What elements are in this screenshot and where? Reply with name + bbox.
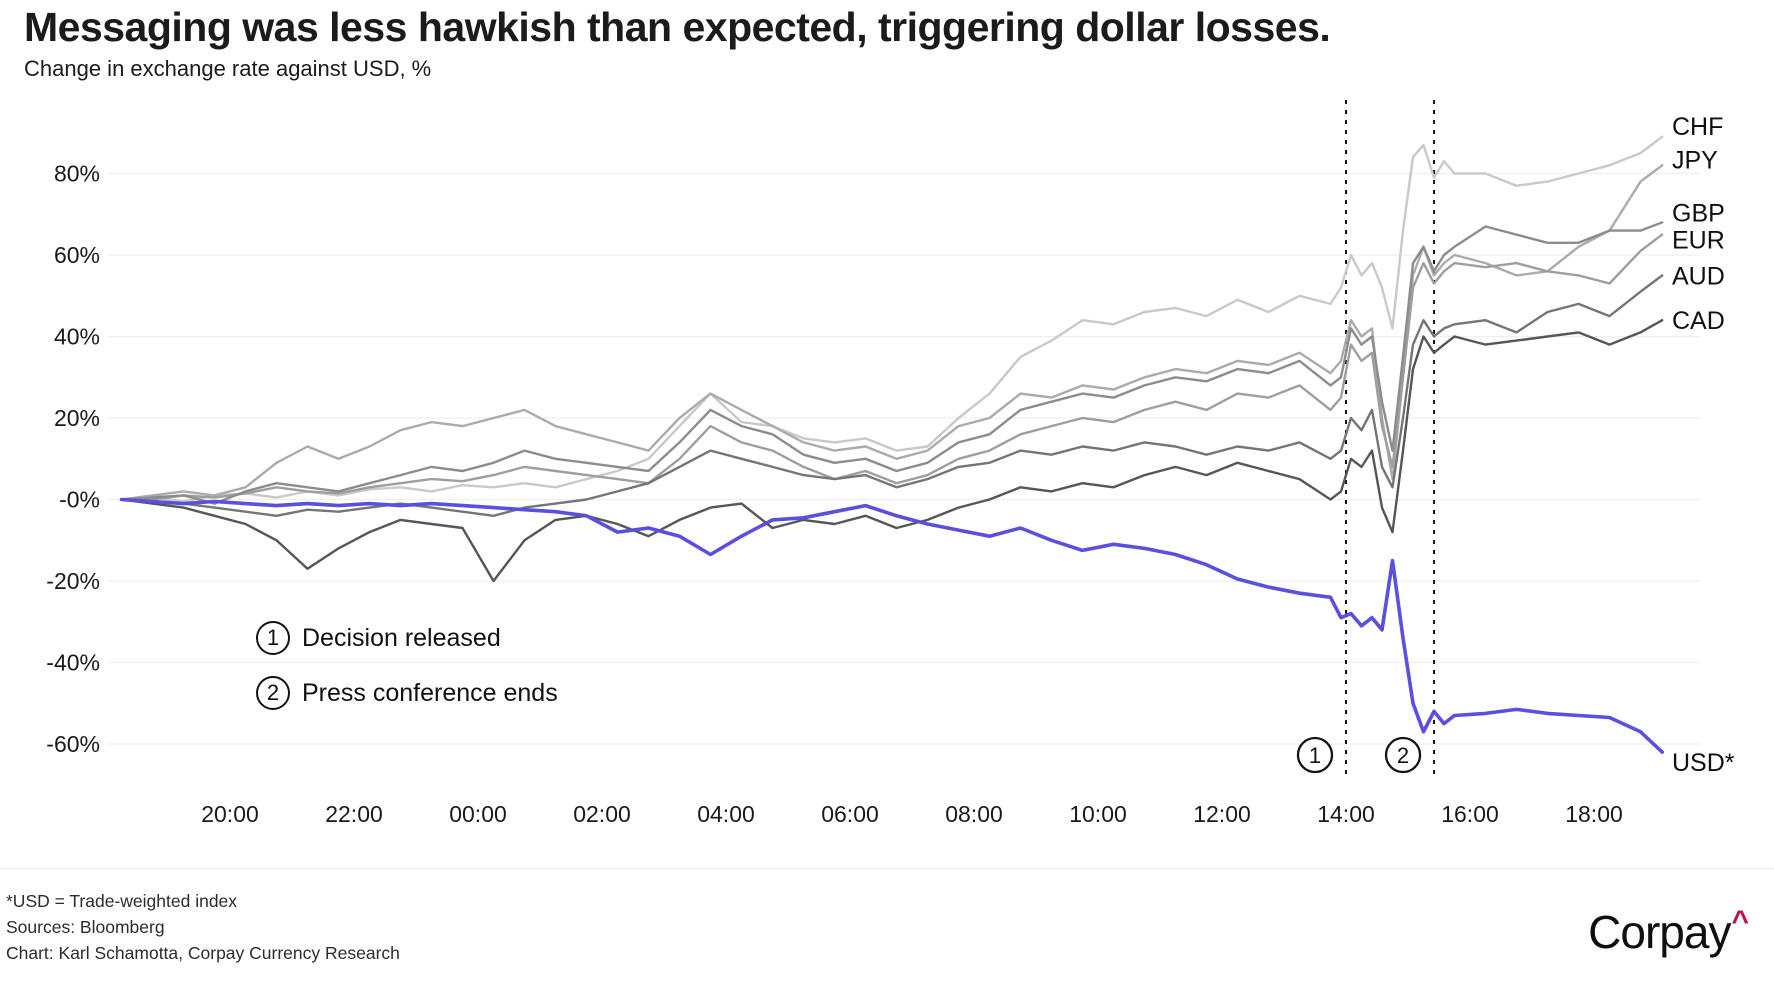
y-tick-label: 60% [54,242,100,268]
page-title: Messaging was less hawkish than expected… [24,4,1331,50]
series-label-CHF: CHF [1672,113,1723,141]
y-tick-label: -0% [59,487,100,513]
x-tick-label: 02:00 [573,801,631,827]
x-tick-label: 06:00 [821,801,879,827]
x-tick-label: 14:00 [1317,801,1375,827]
footnote-credit: Chart: Karl Schamotta, Corpay Currency R… [6,943,400,963]
x-tick-label: 08:00 [945,801,1003,827]
y-tick-label: 80% [54,161,100,187]
event-marker-circle-1 [1296,736,1334,774]
annotation-legend-decision: 1 Decision released [256,621,501,655]
legend-circle-2: 2 [256,676,290,710]
corpay-logo-text: Corpay [1588,906,1731,958]
y-tick-label: -40% [46,650,100,676]
series-label-GBP: GBP [1672,199,1725,227]
series-label-CAD: CAD [1672,307,1725,335]
series-line-USD [119,497,1664,754]
legend-circle-1: 1 [256,621,290,655]
annotation-legend-pressconf: 2 Press conference ends [256,676,558,710]
series-label-AUD: AUD [1672,262,1725,290]
chart-subtitle: Change in exchange rate against USD, % [24,56,432,81]
y-tick-label: -60% [46,731,100,757]
series-line-EUR [120,233,1664,501]
corpay-caret-icon: ^ [1731,905,1749,938]
series-label-JPY: JPY [1672,146,1718,174]
x-tick-label: 22:00 [325,801,383,827]
event-marker-circle-2 [1384,736,1422,774]
x-tick-label: 16:00 [1441,801,1499,827]
x-tick-label: 20:00 [201,801,259,827]
footnote-usd: *USD = Trade-weighted index [6,891,238,911]
y-tick-label: 20% [54,405,100,431]
series-line-AUD [120,274,1664,517]
event-marker-number-2: 2 [1397,743,1409,768]
x-tick-label: 04:00 [697,801,755,827]
legend-label-decision: Decision released [302,623,501,652]
footer-divider [0,868,1774,869]
x-tick-label: 10:00 [1069,801,1127,827]
footnote-sources: Sources: Bloomberg [6,917,165,937]
corpay-logo: Corpay ^ [1588,905,1749,959]
y-tick-label: 40% [54,324,100,350]
event-marker-number-1: 1 [1309,743,1321,768]
series-label-EUR: EUR [1672,227,1725,255]
x-tick-label: 18:00 [1565,801,1623,827]
x-tick-label: 00:00 [449,801,507,827]
series-label-USD: USD* [1672,749,1735,777]
y-tick-label: -20% [46,568,100,594]
x-tick-label: 12:00 [1193,801,1251,827]
series-line-CHF [120,135,1664,503]
series-line-GBP [120,221,1664,505]
series-line-CAD [120,319,1664,583]
legend-label-pressconf: Press conference ends [302,678,558,707]
